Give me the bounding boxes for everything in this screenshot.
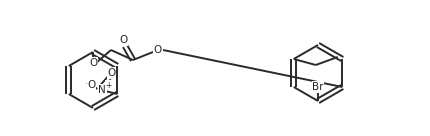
Text: O: O [107, 68, 115, 78]
Text: O: O [87, 80, 95, 90]
Text: -: - [86, 80, 89, 89]
Text: O: O [119, 35, 127, 45]
Text: O: O [154, 45, 162, 55]
Text: +: + [105, 81, 112, 89]
Text: O: O [89, 58, 97, 68]
Text: Br: Br [312, 82, 324, 92]
Text: N: N [98, 85, 106, 95]
